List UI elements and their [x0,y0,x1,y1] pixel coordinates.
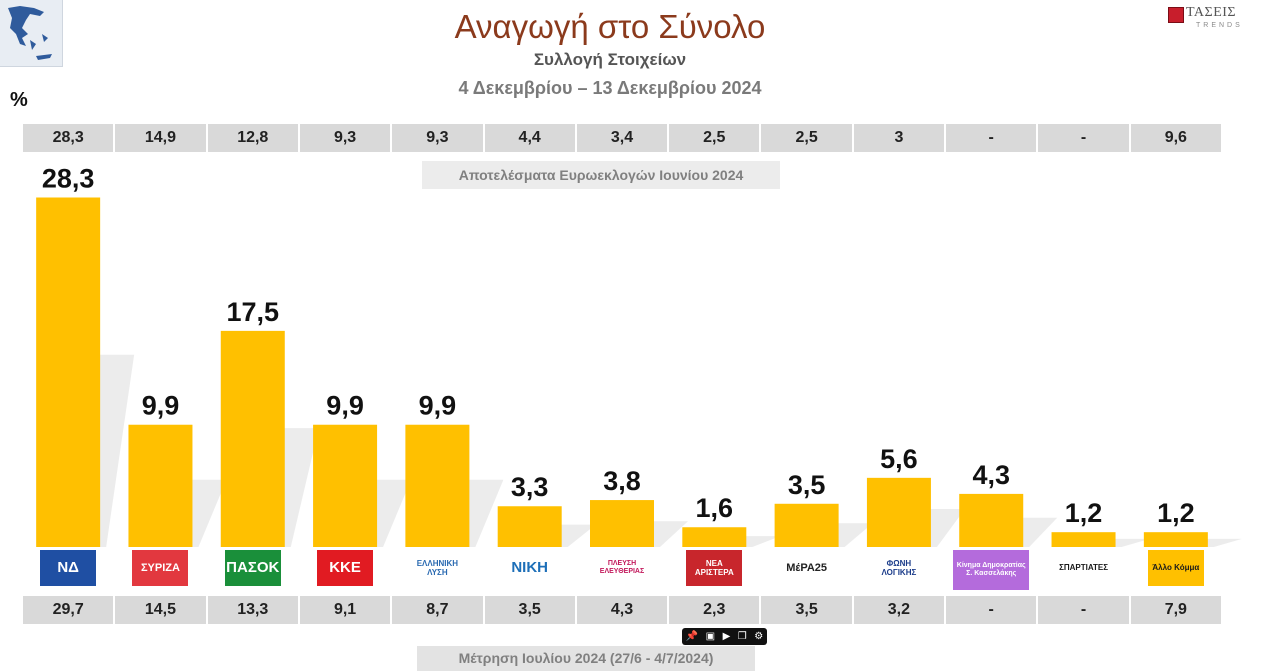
bar [220,330,285,547]
video-icon[interactable]: ▶ [722,631,731,642]
july-measurement-cell: 4,3 [576,596,668,624]
party-logo: ΣΠΑΡΤΙΑΤΕΣ [1055,550,1112,586]
party-logo: Άλλο Κόμμα [1147,550,1204,586]
bar-value-label: 1,2 [1157,498,1195,528]
july-measurement-cell: 3,2 [853,596,945,624]
greece-map-icon [0,0,63,67]
bar-value-label: 17,5 [226,297,279,327]
bar [36,197,101,547]
euro-elections-cell: - [1038,124,1129,152]
chart-title: Αναγωγή στο Σύνολο [454,8,766,45]
bar-value-label: 9,9 [419,391,457,421]
euro-elections-label: Αποτελέσματα Ευρωεκλογών Ιουνίου 2024 [422,161,780,189]
july-measurement-cell: 7,9 [1130,596,1221,624]
brand-subtitle: TRENDS [1196,22,1243,29]
brand-name: ΤΑΣΕΙΣ [1186,5,1237,20]
brand-square-icon [1168,7,1184,23]
euro-elections-cell: 14,9 [115,124,206,152]
july-measurement-cell: 14,5 [115,596,206,624]
july-measurement-cell: 3,5 [484,596,575,624]
euro-elections-cell: 9,6 [1130,124,1221,152]
july-measurement-cell: 8,7 [392,596,483,624]
bar-value-label: 9,9 [142,391,180,421]
party-logo: ΝΙΚΗ [501,550,558,586]
july-measurement-cell: - [946,596,1037,624]
party-logo: ΕΛΛΗΝΙΚΗ ΛΥΣΗ [409,550,466,586]
bar [1143,532,1208,547]
pin-icon[interactable]: 📌 [685,631,699,642]
brand-logo: ΤΑΣΕΙΣ TRENDS [1168,5,1260,31]
bar [405,424,470,547]
euro-elections-cell: 3 [853,124,945,152]
july-measurement-cell: 9,1 [299,596,391,624]
euro-elections-cell: 12,8 [207,124,298,152]
bar-value-label: 4,3 [972,460,1010,490]
bar [682,527,747,547]
euro-elections-cell: 28,3 [23,124,114,152]
bar [1051,532,1116,547]
party-logo: ΚΚΕ [317,550,374,586]
chart-dates: 4 Δεκεμβρίου – 13 Δεκεμβρίου 2024 [458,78,762,98]
bar [313,424,378,547]
party-logo: ΜέΡΑ25 [778,550,835,586]
euro-elections-cell: 9,3 [392,124,483,152]
bar [959,493,1024,547]
euro-elections-cell: 2,5 [669,124,760,152]
bar [866,477,931,547]
bar [497,506,562,547]
party-logo: ΣΥΡΙΖΑ [132,550,189,586]
party-logo: ΠΛΕΥΣΗ ΕΛΕΥΘΕΡΙΑΣ [594,550,650,586]
july-measurement-cell: 2,3 [669,596,760,624]
july-measurement-cell: 13,3 [207,596,298,624]
bar-value-label: 3,5 [788,470,826,500]
euro-elections-cell: - [946,124,1037,152]
bar-value-label: 3,8 [603,466,641,496]
chart-subtitle: Συλλογή Στοιχείων [533,50,687,69]
bar-value-label: 1,2 [1065,498,1103,528]
bar [128,424,193,547]
euro-elections-cell: 2,5 [761,124,852,152]
july-measurement-cell: - [1038,596,1129,624]
party-logo: ΠΑΣΟΚ [224,550,281,586]
euro-elections-cell: 4,4 [484,124,575,152]
party-logo: ΦΩΝΗ ΛΟΓΙΚΗΣ [870,550,927,586]
y-unit-label: % [10,89,28,111]
bar-value-label: 28,3 [42,163,95,193]
camera-icon[interactable]: ▣ [705,631,716,642]
party-logo: ΝΕΑ ΑΡΙΣΤΕΡΑ [686,550,743,586]
euro-elections-cell: 3,4 [576,124,668,152]
bar [774,503,839,547]
bar-value-label: 9,9 [326,391,364,421]
euro-elections-cell: 9,3 [299,124,391,152]
bar-value-label: 5,6 [880,444,918,474]
gear-icon[interactable]: ⚙ [754,631,764,642]
copy-icon[interactable]: ❐ [737,631,747,642]
bar-value-label: 3,3 [511,472,549,502]
bar [590,500,654,547]
july-measurement-cell: 3,5 [761,596,852,624]
bar-value-label: 1,6 [696,493,734,523]
party-logo: ΝΔ [40,550,97,586]
party-logo: Κίνημα Δημοκρατίας Σ. Κασσελάκης [953,550,1030,590]
july-measurement-cell: 29,7 [23,596,114,624]
july-measurement-label: Μέτρηση Ιουλίου 2024 (27/6 - 4/7/2024) [417,646,755,671]
media-toolbar[interactable]: 📌 ▣ ▶ ❐ ⚙ [682,628,767,645]
